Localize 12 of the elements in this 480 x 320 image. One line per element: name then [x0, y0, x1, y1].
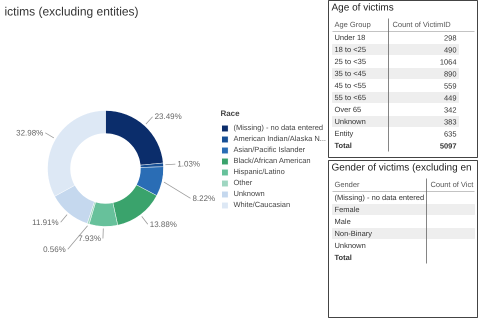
data-label: 1.03%	[177, 160, 200, 169]
legend-title: Race	[220, 109, 241, 118]
data-label: 11.91%	[32, 218, 59, 227]
data-label: 7.93%	[78, 234, 101, 243]
data-label: 32.98%	[16, 128, 44, 138]
data-label: 23.49%	[154, 112, 182, 122]
data-label: 8.22%	[192, 194, 216, 203]
text: Gender of victims (excluding en	[332, 162, 472, 174]
text: Age of victims	[332, 2, 394, 14]
data-label: 13.88%	[150, 220, 177, 229]
chart-title: ictims (excluding entities)	[4, 4, 139, 18]
data-label: 0.56%	[43, 244, 66, 254]
